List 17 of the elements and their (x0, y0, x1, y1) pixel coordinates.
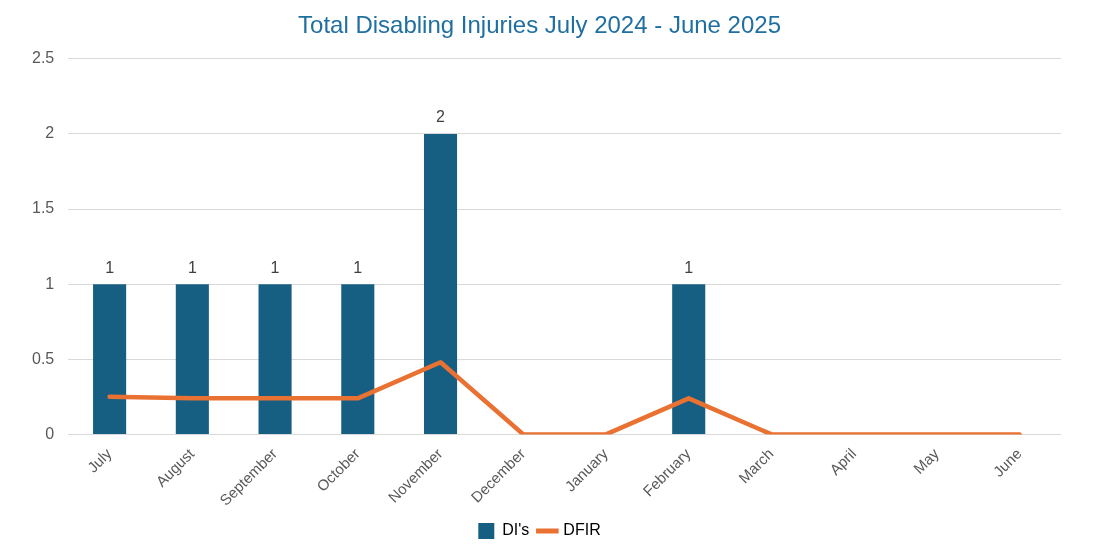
data-label: 1 (684, 258, 694, 276)
data-label: 1 (105, 258, 115, 276)
data-label: 1 (270, 258, 280, 276)
legend-label: DFIR (563, 521, 601, 539)
x-tick-label: May (909, 444, 943, 477)
y-tick-label: 1 (45, 274, 55, 292)
chart-title: Total Disabling Injuries July 2024 - June 2025 (298, 11, 781, 39)
y-tick-label: 0 (45, 424, 55, 442)
y-tick-label: 2 (45, 124, 55, 142)
y-tick-label: 2.5 (31, 49, 55, 67)
y-tick-label: 1.5 (31, 199, 55, 217)
legend-label: DI's (502, 521, 530, 539)
data-label: 1 (187, 258, 197, 276)
x-tick-label: July (83, 444, 115, 476)
y-tick-label: 0.5 (31, 349, 55, 367)
data-label: 1 (353, 258, 363, 276)
data-label: 2 (436, 108, 446, 126)
